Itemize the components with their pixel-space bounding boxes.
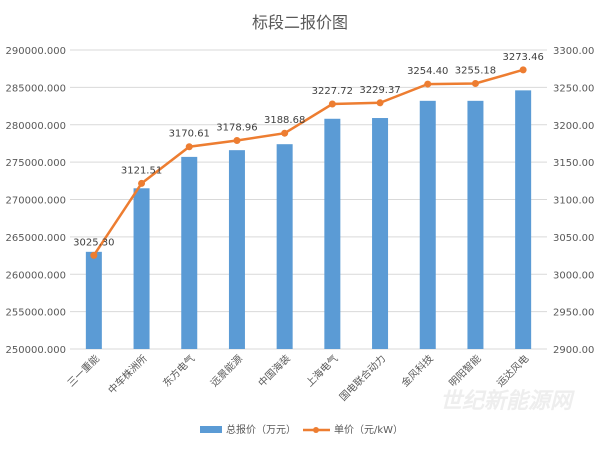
- bar: [372, 118, 389, 350]
- line-point: [233, 136, 241, 144]
- data-label: 3255.18: [455, 66, 496, 77]
- data-label: 3254.40: [407, 66, 448, 77]
- legend-marker: [313, 427, 319, 433]
- y-right-tick-label: 3250.00: [553, 83, 594, 94]
- x-tick-label: 远景能源: [208, 352, 245, 389]
- x-tick-label: 运达风电: [494, 352, 531, 389]
- line-point: [424, 80, 432, 88]
- bar: [467, 100, 484, 349]
- line-point: [90, 251, 98, 259]
- data-label: 3188.68: [264, 115, 305, 126]
- watermark: 世纪新能源网: [440, 388, 575, 414]
- svg-text:世纪新能源网: 世纪新能源网: [440, 388, 575, 414]
- x-tick-label: 金风科技: [398, 352, 435, 389]
- y-right-tick-label: 2950.00: [553, 308, 594, 319]
- x-tick-label: 明阳智能: [446, 352, 483, 389]
- y-right-tick-label: 3150.00: [553, 158, 594, 169]
- y-left-tick-label: 270000.000: [6, 196, 66, 207]
- x-tick-label: 中车株洲所: [105, 352, 150, 397]
- x-tick-label: 中国海装: [255, 352, 292, 389]
- x-tick-label: 东方电气: [160, 352, 197, 389]
- bar: [324, 118, 341, 350]
- data-label: 3229.37: [359, 85, 400, 96]
- y-left-tick-label: 255000.000: [6, 308, 66, 319]
- bar: [515, 90, 532, 350]
- chart-title: 标段二报价图: [252, 13, 348, 32]
- y-left-tick-label: 260000.000: [6, 270, 66, 281]
- x-tick-label: 三一重能: [64, 352, 101, 389]
- y-right-tick-label: 3100.00: [553, 196, 594, 207]
- line-point: [471, 80, 479, 88]
- bar: [181, 156, 198, 349]
- data-label: 3170.61: [169, 129, 210, 140]
- bar: [276, 144, 293, 349]
- y-right-tick-label: 3050.00: [553, 233, 594, 244]
- y-right-tick-label: 2900.00: [553, 345, 594, 356]
- line-point: [376, 99, 384, 107]
- data-label: 3121.51: [121, 165, 162, 176]
- x-tick-label: 国电联合动力: [337, 352, 389, 404]
- y-right-tick-label: 3000.00: [553, 270, 594, 281]
- y-left-tick-label: 265000.000: [6, 233, 66, 244]
- x-tick-label: 上海电气: [303, 352, 340, 389]
- legend-bar-swatch: [200, 426, 222, 433]
- legend-label: 总报价（万元）: [226, 423, 296, 436]
- y-left-tick-label: 290000.000: [6, 46, 66, 57]
- data-label: 3227.72: [312, 86, 353, 97]
- y-right-tick-label: 3200.00: [553, 121, 594, 132]
- y-left-tick-label: 275000.000: [6, 158, 66, 169]
- line-point: [328, 100, 336, 108]
- line-point: [185, 143, 193, 151]
- line-point: [519, 66, 527, 74]
- data-label: 3025.30: [73, 237, 114, 248]
- bar: [228, 150, 245, 349]
- bar: [85, 251, 102, 349]
- y-right-tick-label: 3300.00: [553, 46, 594, 57]
- data-label: 3178.96: [216, 122, 257, 133]
- line-point: [281, 129, 289, 137]
- y-left-tick-label: 280000.000: [6, 121, 66, 132]
- data-label: 3273.46: [502, 52, 543, 63]
- y-left-tick-label: 285000.000: [6, 83, 66, 94]
- line-point: [138, 179, 146, 187]
- line-series: [92, 68, 524, 257]
- bar: [133, 188, 150, 349]
- legend-label: 单价（元/kW）: [334, 424, 403, 436]
- bar: [419, 100, 436, 349]
- y-left-tick-label: 250000.000: [6, 345, 66, 356]
